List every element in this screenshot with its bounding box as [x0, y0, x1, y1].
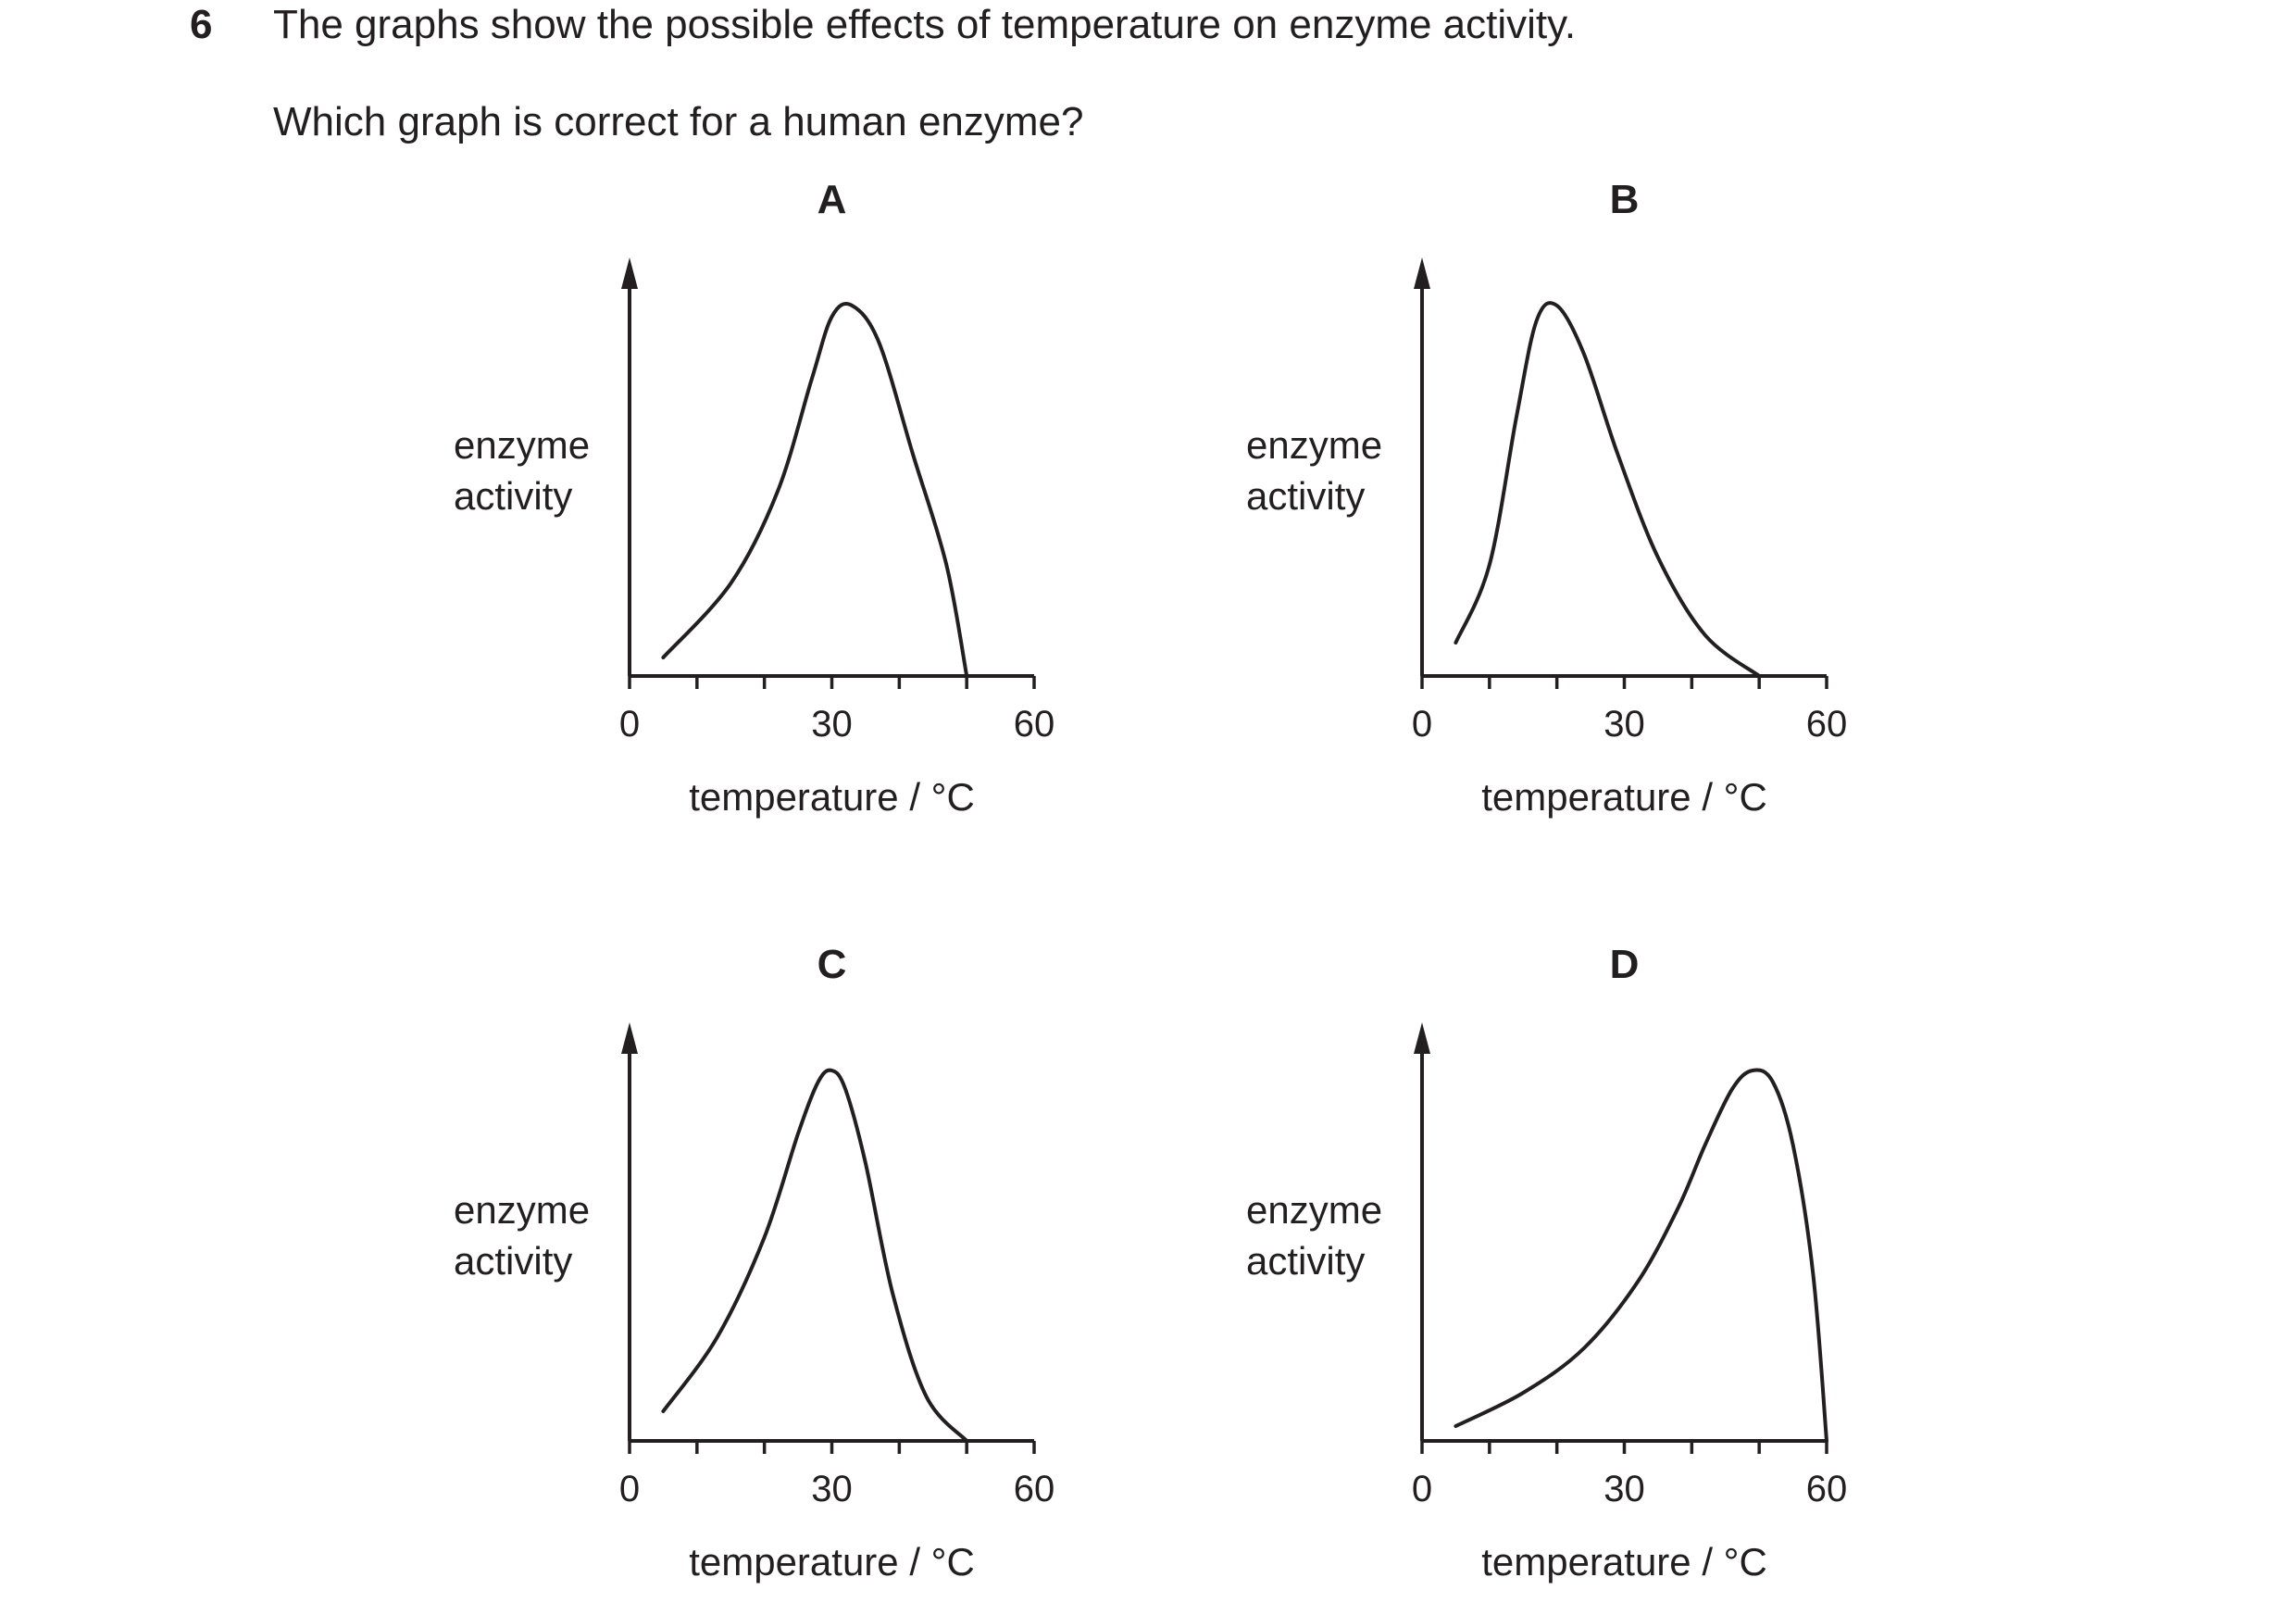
data-curve — [1454, 1068, 1828, 1443]
question-number: 6 — [190, 2, 213, 47]
y-axis-label: enzyme — [1246, 1188, 1382, 1232]
graph-c: C 0 30 60 temperature / °C enzyme activity — [454, 942, 1054, 1584]
x-tick-label: 60 — [1014, 1469, 1055, 1509]
x-tick-label: 60 — [1014, 704, 1055, 745]
x-axis-label: temperature / °C — [1481, 775, 1767, 819]
x-tick-label: 30 — [811, 704, 853, 745]
x-axis-label: temperature / °C — [689, 1540, 975, 1584]
graph-title: D — [1610, 942, 1640, 987]
graph-title: B — [1610, 177, 1640, 222]
graph-a: A 0 30 60 temperature / °C enzyme activity — [454, 177, 1054, 819]
graph-b: B 0 30 60 temperature / °C enzyme activity — [1246, 177, 1847, 819]
question-text: The graphs show the possible effects of … — [273, 2, 1577, 47]
y-axis-arrowhead — [1414, 1022, 1430, 1054]
data-curve — [661, 302, 969, 678]
y-axis-arrowhead — [621, 1022, 638, 1054]
data-curve — [661, 1068, 969, 1443]
x-axis-label: temperature / °C — [1481, 1540, 1767, 1584]
y-axis-label: enzyme — [454, 1188, 590, 1232]
x-tick-label: 0 — [1412, 1469, 1432, 1509]
question-prompt: Which graph is correct for a human enzym… — [273, 99, 1084, 144]
y-axis-label: activity — [1246, 1239, 1365, 1283]
y-axis-label: activity — [454, 1239, 572, 1283]
graph-title: C — [817, 942, 847, 987]
x-tick-label: 30 — [811, 1469, 853, 1509]
y-axis-label: enzyme — [454, 423, 590, 467]
graph-d: D 0 30 60 temperature / °C enzyme activity — [1246, 942, 1847, 1584]
x-tick-label: 0 — [1412, 704, 1432, 745]
x-tick-label: 0 — [619, 704, 640, 745]
y-axis-arrowhead — [621, 257, 638, 289]
x-tick-label: 30 — [1603, 1469, 1645, 1509]
x-tick-label: 30 — [1603, 704, 1645, 745]
y-axis-arrowhead — [1414, 257, 1430, 289]
x-axis-label: temperature / °C — [689, 775, 975, 819]
y-axis-label: activity — [454, 474, 572, 518]
x-tick-label: 60 — [1806, 1469, 1848, 1509]
x-tick-label: 60 — [1806, 704, 1848, 745]
y-axis-label: enzyme — [1246, 423, 1382, 467]
x-tick-label: 0 — [619, 1469, 640, 1509]
graph-title: A — [817, 177, 847, 222]
data-curve — [1454, 301, 1762, 678]
y-axis-label: activity — [1246, 474, 1365, 518]
